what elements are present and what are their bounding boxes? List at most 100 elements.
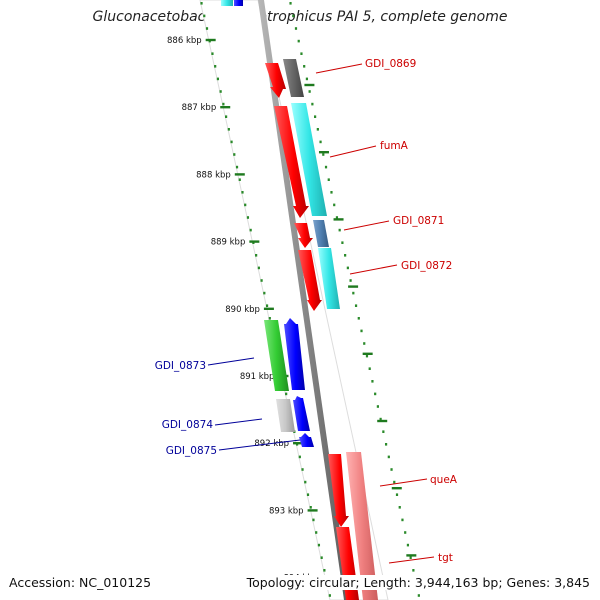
guide-dot-left (301, 468, 304, 471)
leader-gdi-0875 (218, 439, 301, 451)
gene-bar-cyan-4 (318, 248, 340, 309)
guide-dot-left (203, 14, 206, 18)
guide-dot-left (255, 254, 258, 257)
leader-tgt (388, 556, 435, 564)
leader-gdi-0873 (207, 357, 255, 366)
guide-dot-right (338, 228, 341, 232)
guide-dot-right (314, 115, 317, 118)
gene-labels: GDI_0869 fumA GDI_0871 GDI_0872 GDI_0873… (155, 58, 458, 564)
guide-dot-left (315, 531, 318, 534)
guide-dot-right (360, 329, 363, 333)
guide-dot-left (304, 480, 307, 484)
guide-dot-left (244, 203, 247, 207)
guide-dot-left (298, 455, 301, 459)
gene-label-fuma[interactable]: fumA (380, 140, 409, 152)
guide-dot-right (371, 380, 374, 383)
leader-gdi-0874 (214, 418, 263, 426)
guide-dot-right (379, 417, 382, 421)
clipped-feature-cyan (221, 0, 233, 6)
gene-label-gdi-0872[interactable]: GDI_0872 (401, 260, 452, 272)
tick-label: 890 kbp (225, 305, 260, 315)
guide-dot-right (327, 178, 330, 181)
guide-dot-right (398, 506, 401, 509)
guide-dot-right (346, 266, 349, 270)
guide-dot-right (322, 153, 325, 156)
tick-label: 886 kbp (167, 36, 202, 46)
genome-backbone (258, 0, 350, 600)
guide-dot-right (349, 279, 352, 282)
leader-quea (379, 478, 428, 487)
guide-dot-right (308, 90, 311, 93)
gene-bar-red-1 (265, 63, 286, 98)
guide-dot-right (376, 405, 379, 408)
gene-label-gdi-0869[interactable]: GDI_0869 (365, 58, 416, 70)
gene-bar-red-3 (294, 223, 313, 248)
guide-dot-left (235, 165, 239, 169)
guide-dot-right (289, 2, 292, 5)
guide-dot-left (265, 304, 269, 307)
gene-bar-green-5 (264, 320, 289, 391)
guide-dot-left (200, 2, 203, 5)
guide-dot-right (316, 128, 319, 131)
guide-dot-left (260, 279, 263, 282)
guide-dot-right (344, 254, 347, 257)
guide-dot-left (211, 52, 214, 55)
guide-dot-right (387, 455, 390, 459)
guide-dot-right (311, 102, 314, 106)
guide-dot-right (300, 52, 303, 55)
guide-dot-right (352, 291, 355, 295)
guide-dot-right (303, 65, 306, 68)
guide-dot-left (323, 569, 326, 572)
gene-label-gdi-0874[interactable]: GDI_0874 (162, 419, 214, 431)
guide-dot-left (205, 27, 209, 30)
gene-label-quea[interactable]: queA (430, 474, 458, 486)
guide-dot-right (330, 191, 333, 194)
accession-text: Accession: NC_010125 (9, 575, 156, 590)
guide-dot-right (365, 354, 369, 358)
gene-bar-salmon-8 (346, 452, 378, 600)
guide-dot-right (292, 14, 295, 18)
guide-dot-right (305, 77, 309, 81)
guide-dot-right (319, 140, 322, 144)
gene-bar-lightgrey-6 (276, 399, 295, 432)
tick-label: 892 kbp (254, 439, 289, 449)
gene-label-tgt[interactable]: tgt (438, 552, 453, 564)
gene-bar-red-4 (298, 250, 322, 311)
tick-label: 891 kbp (240, 372, 275, 382)
guide-dot-right (390, 468, 393, 471)
guide-dot-right (382, 430, 385, 433)
guide-dot-left (320, 556, 323, 559)
guide-dot-right (333, 203, 336, 207)
guide-dot-right (409, 556, 412, 559)
gene-features (264, 59, 378, 600)
clipped-feature-blue (234, 0, 243, 6)
guide-dot-left (227, 128, 230, 131)
guide-dot-left (257, 266, 260, 270)
gene-label-gdi-0875[interactable]: GDI_0875 (166, 445, 217, 457)
gene-label-gdi-0873[interactable]: GDI_0873 (155, 360, 206, 372)
guide-dot-right (324, 165, 328, 169)
guide-dot-left (238, 178, 241, 181)
guide-dot-left (225, 115, 228, 118)
guide-dot-right (404, 531, 407, 534)
guide-dot-right (393, 480, 396, 484)
guide-dot-left (233, 153, 236, 156)
guide-dot-left (312, 518, 315, 522)
guide-dot-right (406, 543, 410, 547)
guide-dot-right (363, 342, 366, 345)
guide-dot-left (246, 216, 250, 219)
guide-dot-right (335, 216, 339, 219)
guide-dot-right (384, 443, 388, 446)
guide-dot-left (328, 594, 331, 597)
tick-label: 889 kbp (211, 238, 246, 248)
guide-dot-left (219, 90, 222, 93)
guide-dot-left (306, 493, 310, 496)
gene-label-gdi-0871[interactable]: GDI_0871 (393, 215, 444, 227)
gene-bar-steel-3 (313, 220, 329, 247)
guide-dot-left (263, 291, 266, 295)
guide-dot-left (241, 191, 244, 194)
leader-gdi-0872 (349, 264, 398, 275)
guide-dot-left (222, 102, 225, 106)
guide-dot-right (417, 594, 420, 597)
